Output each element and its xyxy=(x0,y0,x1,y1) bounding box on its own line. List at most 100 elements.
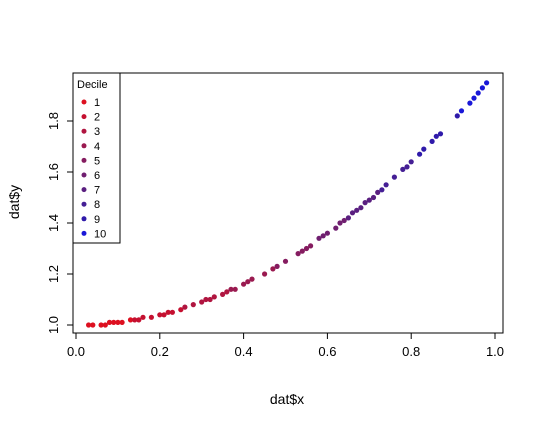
legend-marker xyxy=(81,128,87,134)
data-point xyxy=(270,266,276,272)
data-point xyxy=(98,322,104,328)
data-point xyxy=(341,217,347,224)
data-point xyxy=(366,197,372,203)
data-point xyxy=(400,166,406,172)
legend-entry-label: 9 xyxy=(94,214,100,226)
data-point xyxy=(324,230,330,236)
data-point xyxy=(404,164,410,170)
y-axis-title: dat$y xyxy=(6,185,22,219)
data-point xyxy=(303,245,310,252)
data-point xyxy=(320,233,326,239)
data-point xyxy=(203,296,209,303)
data-point xyxy=(102,322,108,328)
data-point xyxy=(190,302,196,308)
data-point xyxy=(232,286,238,292)
data-point xyxy=(391,174,397,180)
data-point xyxy=(249,276,255,282)
legend-marker xyxy=(81,172,87,178)
legend-entry-label: 8 xyxy=(94,199,100,211)
y-tick-label: 1.0 xyxy=(46,316,61,334)
data-point xyxy=(437,131,444,137)
legend-entry-label: 6 xyxy=(94,170,100,182)
data-point xyxy=(169,309,175,315)
data-point xyxy=(379,187,385,193)
data-point xyxy=(224,289,230,295)
legend: Decile 1 2 3 4 5 6 7 8 9 10 xyxy=(72,72,121,244)
legend-marker xyxy=(81,143,87,149)
data-point xyxy=(362,200,368,206)
legend-marker xyxy=(81,230,87,236)
data-point xyxy=(467,100,473,106)
data-point xyxy=(220,291,226,297)
data-point xyxy=(228,286,234,292)
data-point xyxy=(358,205,364,211)
data-point xyxy=(337,220,343,226)
data-point xyxy=(245,279,251,285)
x-tick-label: 1.0 xyxy=(486,344,504,359)
data-point xyxy=(140,314,146,320)
x-axis-title: dat$x xyxy=(270,391,304,407)
x-tick-label: 0.6 xyxy=(318,344,336,359)
data-point xyxy=(119,319,125,325)
data-point xyxy=(207,296,213,303)
y-tick-label: 1.8 xyxy=(46,112,61,130)
data-point xyxy=(417,151,423,157)
y-tick-label: 1.6 xyxy=(46,163,61,181)
data-point xyxy=(299,248,305,254)
legend-entry-label: 3 xyxy=(94,126,100,138)
legend-entry-label: 1 xyxy=(94,97,100,109)
legend-marker xyxy=(81,114,87,120)
data-point xyxy=(471,95,477,101)
legend-title: Decile xyxy=(77,79,108,91)
data-point xyxy=(308,243,314,249)
data-point xyxy=(274,263,280,269)
data-point xyxy=(433,133,439,139)
data-point xyxy=(349,210,356,216)
data-point xyxy=(90,322,96,328)
legend-box xyxy=(72,72,121,244)
data-point xyxy=(178,307,184,313)
x-tick-label: 0.0 xyxy=(67,344,85,359)
data-point xyxy=(383,182,389,188)
legend-marker xyxy=(81,201,87,207)
data-point xyxy=(115,319,121,325)
legend-marker xyxy=(81,99,87,105)
legend-entry-label: 5 xyxy=(94,155,100,167)
x-tick-label: 0.8 xyxy=(402,344,420,359)
legend-entry-label: 7 xyxy=(94,185,100,197)
legend-marker xyxy=(81,157,87,163)
legend-entry-label: 2 xyxy=(94,112,100,124)
data-point xyxy=(458,108,465,114)
data-point xyxy=(136,317,142,323)
data-points xyxy=(86,80,490,328)
data-point xyxy=(132,317,138,323)
data-point xyxy=(127,317,134,323)
data-point xyxy=(157,312,163,318)
data-point xyxy=(408,159,414,165)
x-tick-label: 0.2 xyxy=(151,344,169,359)
data-point xyxy=(375,189,381,195)
data-point xyxy=(165,309,171,315)
data-point xyxy=(295,251,301,257)
x-axis: 0.0 0.2 0.4 0.6 0.8 1.0 xyxy=(67,332,504,359)
legend-marker xyxy=(81,216,87,222)
data-point xyxy=(345,215,351,221)
data-point xyxy=(211,294,217,300)
data-point xyxy=(484,80,490,86)
data-point xyxy=(161,312,167,318)
legend-entry-label: 10 xyxy=(94,228,106,240)
data-point xyxy=(282,258,289,264)
data-point xyxy=(262,271,268,277)
x-tick-label: 0.4 xyxy=(235,344,253,359)
data-point xyxy=(333,225,339,231)
y-tick-label: 1.2 xyxy=(46,265,61,283)
y-tick-label: 1.4 xyxy=(46,214,61,232)
data-point xyxy=(86,322,92,328)
data-point xyxy=(316,235,322,241)
data-point xyxy=(106,319,113,325)
data-point xyxy=(479,85,485,91)
data-point xyxy=(370,194,377,201)
data-point xyxy=(182,304,188,310)
data-point xyxy=(111,319,117,325)
